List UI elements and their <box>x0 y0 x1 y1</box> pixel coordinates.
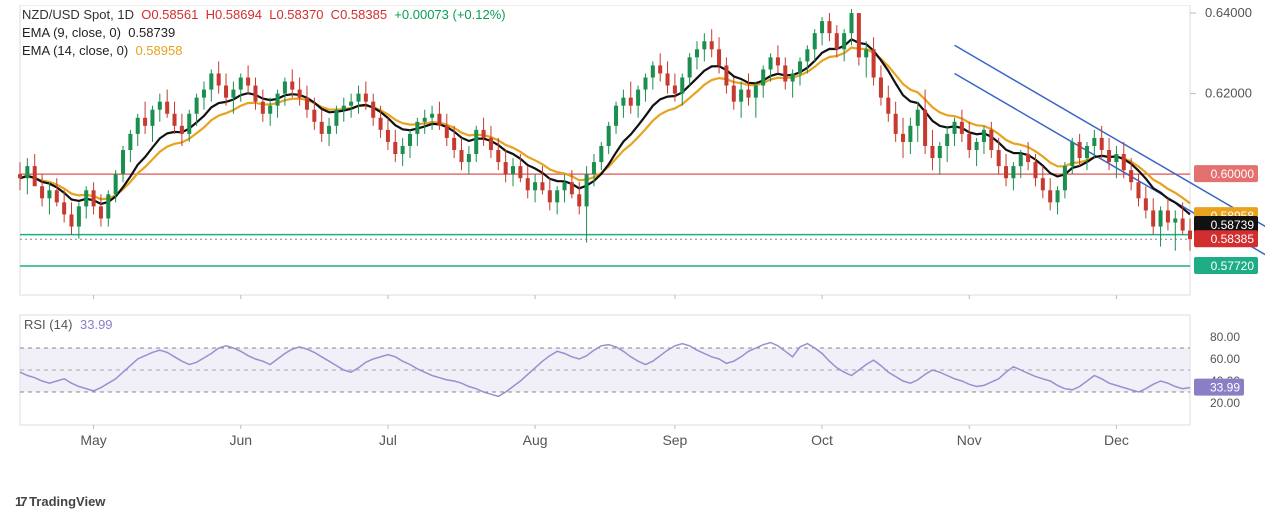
svg-text:0.58739: 0.58739 <box>1211 218 1255 232</box>
ohlc-c: 0.58385 <box>340 7 387 22</box>
ohlc-l: 0.58370 <box>276 7 323 22</box>
svg-text:Jul: Jul <box>379 432 397 448</box>
svg-text:Sep: Sep <box>662 432 687 448</box>
svg-text:RSI (14): RSI (14) <box>24 317 72 332</box>
svg-text:0.60000: 0.60000 <box>1211 167 1255 181</box>
ema14-value: 0.58958 <box>135 43 182 58</box>
svg-text:Dec: Dec <box>1104 432 1129 448</box>
svg-text:Jun: Jun <box>229 432 252 448</box>
chart-canvas[interactable]: 0.640000.620000.600000.585000.577200.589… <box>15 5 1265 485</box>
svg-text:Nov: Nov <box>957 432 982 448</box>
ema9-value: 0.58739 <box>128 25 175 40</box>
symbol-label[interactable]: NZD/USD Spot, 1D <box>22 7 134 22</box>
svg-text:Aug: Aug <box>523 432 548 448</box>
svg-text:Oct: Oct <box>811 432 833 448</box>
tradingview-logo[interactable]: TradingView <box>15 494 105 509</box>
ohlc-change: +0.00073 (+0.12%) <box>394 7 505 22</box>
svg-text:60.00: 60.00 <box>1210 352 1240 366</box>
svg-text:0.62000: 0.62000 <box>1205 86 1252 101</box>
svg-text:20.00: 20.00 <box>1210 396 1240 410</box>
svg-text:80.00: 80.00 <box>1210 330 1240 344</box>
ema14-label[interactable]: EMA (14, close, 0) <box>22 43 128 58</box>
ohlc-o: 0.58561 <box>151 7 198 22</box>
svg-text:33.99: 33.99 <box>1210 381 1240 395</box>
legend: NZD/USD Spot, 1D O0.58561 H0.58694 L0.58… <box>22 6 506 60</box>
svg-text:May: May <box>80 432 106 448</box>
svg-text:0.58385: 0.58385 <box>1211 232 1255 246</box>
ema9-label[interactable]: EMA (9, close, 0) <box>22 25 121 40</box>
ohlc-h: 0.58694 <box>215 7 262 22</box>
chart-root: 0.640000.620000.600000.585000.577200.589… <box>0 0 1280 515</box>
svg-text:33.99: 33.99 <box>80 317 113 332</box>
svg-text:0.57720: 0.57720 <box>1211 259 1255 273</box>
svg-text:0.64000: 0.64000 <box>1205 5 1252 20</box>
